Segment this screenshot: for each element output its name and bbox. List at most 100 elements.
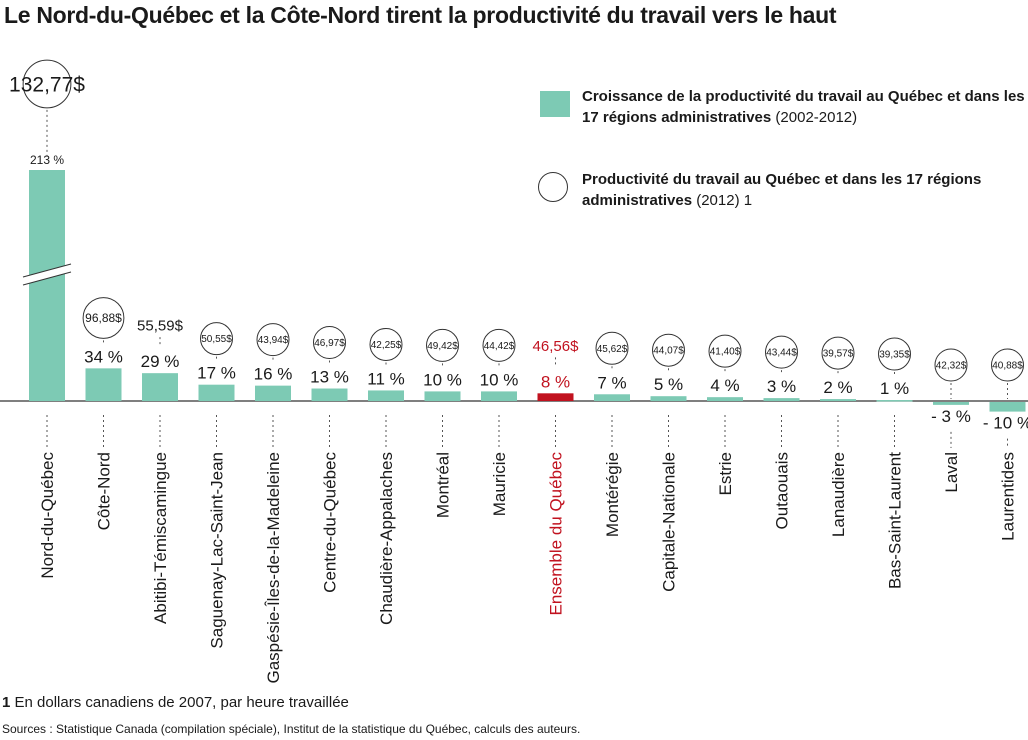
growth-label-3: 17 % xyxy=(197,364,236,383)
category-label-5: Centre-du-Québec xyxy=(321,452,340,593)
productivity-circle-17 xyxy=(991,348,1024,382)
bar-11 xyxy=(650,396,687,401)
category-label-3: Saguenay-Lac-Saint-Jean xyxy=(208,452,227,649)
productivity-circle-7 xyxy=(426,328,459,362)
category-label-15: Bas-Saint-Laurent xyxy=(886,452,905,589)
sources: Sources : Statistique Canada (compilatio… xyxy=(2,722,581,736)
bar-6 xyxy=(368,390,404,401)
growth-label-6: 11 % xyxy=(367,369,405,388)
axis-break-gap xyxy=(23,264,71,285)
productivity-circle-12 xyxy=(708,334,742,368)
bar-2 xyxy=(142,373,178,401)
axis-break-line xyxy=(22,271,72,286)
bar-8 xyxy=(481,391,517,401)
productivity-circle-0 xyxy=(22,59,72,109)
category-label-14: Lanaudière xyxy=(829,452,848,537)
productivity-label-9: 46,56$ xyxy=(533,338,580,355)
productivity-label-4: 43,94$ xyxy=(258,335,289,346)
growth-label-2: 29 % xyxy=(141,352,180,371)
productivity-circle-14 xyxy=(821,336,855,370)
bar-10 xyxy=(594,394,630,401)
legend-circle-icon xyxy=(538,172,568,202)
legend-bar-swatch xyxy=(540,91,570,117)
productivity-circle-13 xyxy=(765,335,798,369)
productivity-label-14: 39,57$ xyxy=(823,349,854,360)
category-label-16: Laval xyxy=(942,452,961,493)
bar-7 xyxy=(424,391,461,401)
category-label-7: Montréal xyxy=(434,452,453,518)
category-label-17: Laurentides xyxy=(999,452,1018,541)
productivity-circle-15 xyxy=(878,337,911,371)
legend-growth-period: (2002-2012) xyxy=(775,109,858,126)
growth-label-11: 5 % xyxy=(654,375,683,394)
category-label-9: Ensemble du Québec xyxy=(547,452,566,616)
productivity-circle-11 xyxy=(652,333,685,367)
category-label-1: Côte-Nord xyxy=(95,452,114,530)
legend-productivity-label: Productivité du travail au Québec et dan… xyxy=(582,171,982,209)
productivity-circle-8 xyxy=(482,328,516,362)
bar-9 xyxy=(537,393,574,401)
bar-3 xyxy=(198,384,235,401)
productivity-circle-4 xyxy=(256,323,290,357)
productivity-label-13: 43,44$ xyxy=(766,348,797,359)
productivity-circle-3 xyxy=(200,322,233,356)
chart-title: Le Nord-du-Québec et la Côte-Nord tirent… xyxy=(4,2,837,28)
productivity-label-17: 40,88$ xyxy=(992,361,1023,372)
category-label-12: Estrie xyxy=(716,452,735,495)
bar-13 xyxy=(763,398,800,401)
productivity-label-8: 44,42$ xyxy=(484,341,515,352)
productivity-label-1: 96,88$ xyxy=(85,311,122,325)
footnote-text: En dollars canadiens de 2007, par heure … xyxy=(14,694,349,711)
productivity-circle-6 xyxy=(369,327,403,361)
productivity-label-15: 39,35$ xyxy=(879,350,910,361)
footnote: 1 En dollars canadiens de 2007, par heur… xyxy=(2,694,349,711)
legend-growth: Croissance de la productivité du travail… xyxy=(582,86,1028,128)
growth-label-5: 13 % xyxy=(310,368,349,387)
category-label-6: Chaudière-Appalaches xyxy=(377,452,396,625)
growth-label-16: - 3 % xyxy=(931,407,971,426)
growth-label-12: 4 % xyxy=(710,376,739,395)
productivity-circle-1 xyxy=(82,297,125,339)
bar-15 xyxy=(876,400,913,402)
productivity-label-11: 44,07$ xyxy=(653,346,684,357)
legend-productivity-period: (2012) xyxy=(696,192,740,209)
growth-label-14: 2 % xyxy=(823,378,852,397)
productivity-label-6: 42,25$ xyxy=(371,340,402,351)
bar-16 xyxy=(933,402,969,405)
growth-label-8: 10 % xyxy=(480,370,519,389)
category-label-8: Mauricie xyxy=(490,452,509,516)
growth-label-10: 7 % xyxy=(597,373,626,392)
legend-productivity: Productivité du travail au Québec et dan… xyxy=(582,169,1028,211)
bar-0 xyxy=(29,170,65,401)
productivity-circle-5 xyxy=(313,326,346,360)
bar-17 xyxy=(989,402,1026,412)
bar-1 xyxy=(85,368,122,401)
growth-label-7: 10 % xyxy=(423,370,462,389)
productivity-label-12: 41,40$ xyxy=(710,347,741,358)
productivity-label-7: 49,42$ xyxy=(427,341,458,352)
legend-growth-label: Croissance de la productivité du travail… xyxy=(582,88,1025,126)
category-label-13: Outaouais xyxy=(773,452,792,530)
category-label-2: Abitibi-Témiscamingue xyxy=(151,452,170,624)
growth-label-17: - 10 % xyxy=(983,414,1028,433)
productivity-label-3: 50,55$ xyxy=(201,334,232,345)
growth-label-1: 34 % xyxy=(84,347,123,366)
growth-label-15: 1 % xyxy=(880,379,909,398)
category-label-4: Gaspésie-Îles-de-la-Madeleine xyxy=(264,452,283,684)
axis-break-line xyxy=(22,263,72,278)
productivity-label-2: 55,59$ xyxy=(137,318,184,335)
productivity-circle-10 xyxy=(595,331,629,365)
productivity-label-16: 42,32$ xyxy=(936,361,967,372)
productivity-label-5: 46,97$ xyxy=(314,338,345,349)
growth-label-4: 16 % xyxy=(254,365,293,384)
bar-5 xyxy=(311,388,348,401)
legend-productivity-note-ref: 1 xyxy=(743,192,753,209)
bar-14 xyxy=(820,399,856,401)
growth-label-9: 8 % xyxy=(541,372,570,391)
growth-label-13: 3 % xyxy=(767,377,796,396)
productivity-circle-16 xyxy=(934,348,968,382)
productivity-label-0: 132,77$ xyxy=(9,73,85,96)
footnote-number: 1 xyxy=(2,694,11,711)
bar-4 xyxy=(255,385,291,401)
